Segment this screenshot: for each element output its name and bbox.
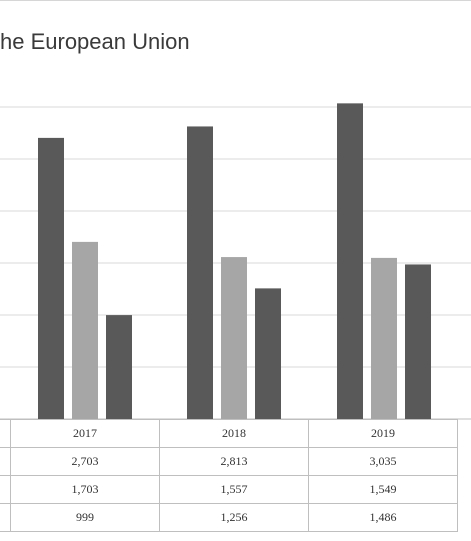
- table-cell: 3,035: [308, 447, 458, 476]
- chart-title: he European Union: [0, 29, 190, 54]
- bar-2018-series-1: [187, 126, 213, 419]
- table-header-row: 2017 2018 2019: [0, 419, 458, 448]
- bar-2019-series-2: [371, 257, 397, 419]
- table-cell: 2018: [159, 419, 309, 448]
- table-cell: 1,703: [10, 475, 160, 504]
- bar-2018-series-3: [255, 288, 281, 419]
- table-cell: 2019: [308, 419, 458, 448]
- data-table: 2017 2018 2019 2,703 2,813 3,035 1,703 1,557 1,5…: [0, 419, 458, 532]
- chart-plot-area: [0, 103, 471, 420]
- table-row-label: [0, 447, 11, 476]
- table-cell: 999: [10, 503, 160, 532]
- table-row-label: [0, 503, 11, 532]
- table-row: 1,703 1,557 1,549: [0, 475, 458, 504]
- table-cell: 1,549: [308, 475, 458, 504]
- bar-2017-series-3: [106, 315, 132, 419]
- table-cell: 2,813: [159, 447, 309, 476]
- bar-2017-series-1: [38, 137, 64, 419]
- bar-2017-series-2: [72, 241, 98, 419]
- table-row-label: [0, 419, 11, 448]
- table-cell: 2017: [10, 419, 160, 448]
- table-row: 999 1,256 1,486: [0, 503, 458, 532]
- table-row-label: [0, 475, 11, 504]
- table-cell: 1,557: [159, 475, 309, 504]
- bar-2019-series-1: [337, 103, 363, 420]
- table-row: 2,703 2,813 3,035: [0, 447, 458, 476]
- table-cell: 2,703: [10, 447, 160, 476]
- table-cell: 1,486: [308, 503, 458, 532]
- bar-2018-series-2: [221, 257, 247, 419]
- bar-2019-series-3: [405, 264, 431, 419]
- table-cell: 1,256: [159, 503, 309, 532]
